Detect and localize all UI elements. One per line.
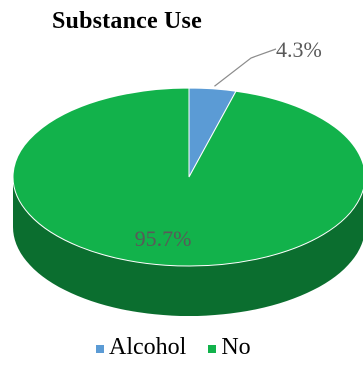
chart-title: Substance Use [52, 8, 202, 34]
chart-legend: Alcohol No [96, 334, 251, 361]
legend-swatch-no [208, 344, 217, 353]
legend-swatch-alcohol [96, 344, 104, 353]
pie-side-no [13, 177, 363, 316]
data-label-no: 95.7% [135, 226, 192, 251]
legend-label-alcohol: Alcohol [109, 334, 187, 360]
data-label-alcohol: 4.3% [276, 37, 322, 62]
legend-label-no: No [221, 334, 251, 360]
leader-line-alcohol [214, 48, 277, 87]
legend-entry-alcohol: Alcohol [96, 334, 186, 361]
legend-entry-no: No [208, 334, 251, 361]
pie-slice-no [12, 87, 363, 267]
